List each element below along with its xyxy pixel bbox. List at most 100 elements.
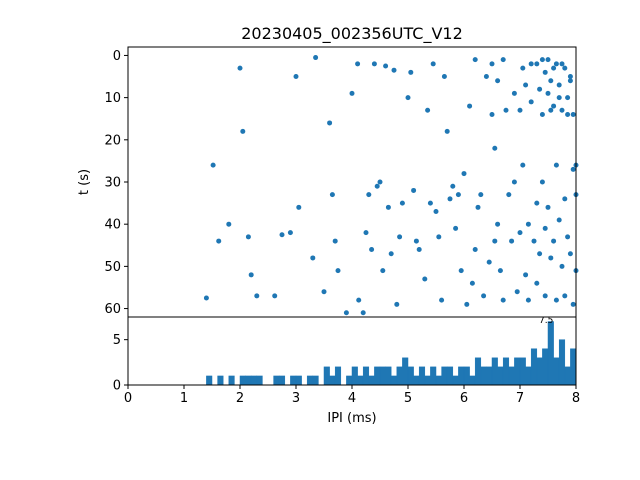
scatter-point (467, 103, 473, 109)
scatter-point (383, 63, 389, 69)
scatter-point (413, 238, 419, 244)
scatter-point (469, 280, 475, 286)
scatter-point (293, 74, 299, 80)
scatter-point (380, 268, 386, 274)
scatter-point (500, 57, 506, 63)
scatter-point (441, 74, 447, 80)
scatter-point (385, 204, 391, 210)
scatter-point (517, 107, 523, 113)
scatter-point (458, 268, 464, 274)
scatter-point (332, 238, 338, 244)
histogram-bar (519, 357, 526, 386)
scatter-point (321, 289, 327, 295)
y-tick-label: 0 (113, 379, 121, 394)
histogram-bar (346, 375, 353, 386)
scatter-point (562, 196, 568, 202)
scatter-point (296, 204, 302, 210)
histogram-bar (514, 357, 521, 386)
y-tick-label: 10 (104, 91, 121, 106)
x-tick-label: 3 (292, 391, 300, 406)
histogram-bar (250, 375, 258, 386)
scatter-point (506, 192, 512, 198)
scatter-point (537, 251, 543, 257)
histogram-bar (502, 357, 510, 386)
scatter-point (363, 230, 369, 236)
scatter-point (313, 55, 319, 61)
scatter-point (254, 293, 260, 299)
y-tick-label: 30 (104, 176, 121, 191)
scatter-point (489, 112, 495, 117)
scatter-point (528, 99, 534, 105)
histogram-bar (402, 357, 409, 386)
scatter-point (492, 145, 498, 151)
histogram-bar (390, 375, 398, 386)
scatter-point (570, 112, 576, 117)
scatter-point (545, 204, 551, 210)
top-axes-frame (127, 46, 577, 318)
scatter-point (556, 82, 562, 88)
scatter-point (559, 61, 565, 67)
histogram-bar (424, 375, 431, 386)
histogram-bar (206, 375, 213, 386)
histogram-bar (239, 375, 246, 386)
histogram-bar (217, 375, 224, 386)
scatter-point (408, 69, 414, 75)
scatter-point (430, 61, 436, 67)
histogram-bar (525, 366, 532, 386)
y-tick-label: 20 (104, 133, 121, 148)
scatter-point (509, 238, 515, 244)
scatter-point (542, 69, 548, 75)
histogram-bar (553, 357, 560, 386)
scatter-point (436, 234, 442, 240)
scatter-point (475, 204, 481, 210)
scatter-point (327, 120, 333, 126)
scatter-point (553, 61, 559, 67)
x-axis-label: IPI (ms) (327, 411, 376, 426)
scatter-point (399, 200, 405, 206)
scatter-point (272, 293, 278, 299)
scatter-point (374, 183, 380, 189)
scatter-point (237, 65, 243, 71)
scatter-point (453, 225, 459, 231)
scatter-point (492, 238, 498, 244)
scatter-point (248, 272, 254, 278)
scatter-point (534, 61, 540, 67)
scatter-point (355, 61, 361, 67)
scatter-point (531, 238, 537, 244)
y-axis-label: t (s) (77, 169, 92, 195)
histogram-bar (530, 348, 538, 386)
histogram-bar (351, 366, 358, 386)
x-tick-label: 4 (348, 391, 356, 406)
scatter-point (542, 225, 548, 231)
scatter-point (450, 183, 456, 189)
scatter-point (371, 61, 377, 67)
scatter-point (369, 247, 375, 252)
histogram-bar (542, 348, 549, 386)
scatter-point (245, 234, 251, 240)
scatter-point (439, 297, 445, 303)
histogram-bar (564, 366, 571, 386)
scatter-point (500, 297, 506, 303)
histogram-bar (357, 375, 364, 386)
scatter-point (539, 112, 545, 117)
histogram-bar (491, 357, 498, 386)
scatter-point (559, 107, 565, 113)
scatter-point (565, 234, 571, 240)
scatter-point (525, 221, 531, 227)
scatter-point (226, 221, 232, 227)
histogram-bar (474, 357, 482, 386)
scatter-point (391, 67, 397, 73)
scatter-point (539, 179, 545, 185)
scatter-point (548, 107, 554, 113)
scatter-point (534, 200, 540, 206)
scatter-point (511, 90, 517, 96)
histogram-bar (463, 366, 470, 386)
x-tick-label: 0 (124, 391, 132, 406)
x-tick-label: 8 (572, 391, 580, 406)
scatter-point (556, 95, 562, 101)
histogram-bar (413, 375, 420, 386)
scatter-point (388, 251, 394, 257)
scatter-point (489, 61, 495, 67)
scatter-point (478, 192, 484, 198)
